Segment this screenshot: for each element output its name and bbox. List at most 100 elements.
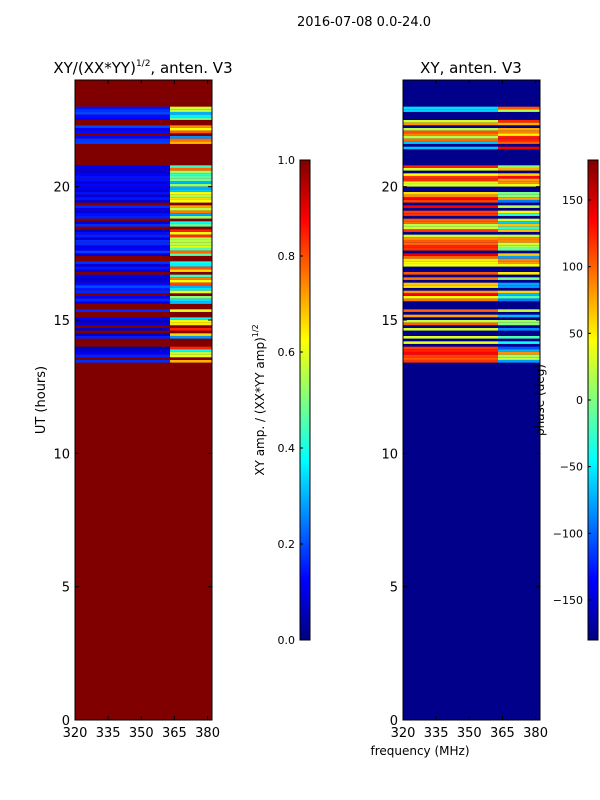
x-tick-label: 380: [195, 726, 220, 741]
heatmap-cell: [403, 261, 499, 264]
heatmap-cell: [75, 245, 171, 248]
heatmap-cell: [498, 224, 540, 227]
heatmap-cell: [170, 248, 212, 251]
heatmap-cell: [403, 136, 499, 139]
heatmap-cell: [498, 218, 540, 222]
heatmap-cell: [75, 248, 171, 251]
x-tick-label: 380: [523, 726, 548, 741]
heatmap-cell: [498, 237, 540, 240]
heatmap-cell: [403, 237, 499, 240]
heatmap-cell: [170, 282, 212, 286]
heatmap-cell: [403, 205, 499, 208]
heatmap-cell: [403, 357, 499, 360]
heatmap-cell: [170, 192, 212, 195]
heatmap-cell: [403, 146, 499, 150]
heatmap-cell: [170, 354, 212, 358]
heatmap-cell: [498, 328, 540, 331]
colorbar-tick-label: 0.0: [278, 634, 296, 647]
heatmap-cell: [498, 210, 540, 214]
heatmap-cell: [75, 136, 171, 139]
amplitude-heatmap-rows: [75, 106, 212, 363]
heatmap-cell: [170, 290, 212, 294]
heatmap-cell: [403, 336, 499, 339]
heatmap-cell: [75, 296, 171, 299]
heatmap-cell: [498, 261, 540, 264]
amplitude-colorbar-bar: [299, 159, 311, 641]
heatmap-cell: [170, 136, 212, 139]
amplitude-axes-ticks: 320 335 350 365 380 0 5 10 15 20: [53, 80, 220, 741]
heatmap-cell: [498, 136, 540, 139]
heatmap-cell: [498, 176, 540, 179]
heatmap-cell: [403, 138, 499, 142]
x-tick-label: 335: [96, 726, 121, 741]
heatmap-cell: [170, 181, 212, 184]
heatmap-cell: [403, 213, 499, 216]
x-tick-label: 350: [129, 726, 154, 741]
phase-title: XY, anten. V3: [420, 59, 522, 77]
heatmap-cell: [170, 346, 212, 350]
heatmap-cell: [498, 173, 540, 176]
heatmap-cell: [170, 213, 212, 216]
amplitude-colorbar-label: XY amp. / (XX*YY amp)1/2: [251, 324, 267, 475]
heatmap-cell: [403, 120, 499, 123]
heatmap-cell: [498, 184, 540, 187]
colorbar-tick-label: −50: [560, 461, 583, 474]
amplitude-panel: XY/(XX*YY)1/2, anten. V3 UT (hours) 320 3…: [34, 59, 233, 741]
heatmap-cell: [498, 200, 540, 203]
x-tick-label: 335: [424, 726, 449, 741]
heatmap-cell: [498, 120, 540, 123]
y-tick-label: 15: [381, 314, 398, 329]
heatmap-cell: [170, 170, 212, 174]
heatmap-cell: [498, 197, 540, 200]
heatmap-cell: [498, 240, 540, 243]
heatmap-cell: [75, 216, 171, 219]
heatmap-cell: [170, 269, 212, 272]
heatmap-cell: [403, 298, 499, 302]
heatmap-cell: [498, 285, 540, 288]
heatmap-cell: [75, 298, 171, 302]
amplitude-plot-frame: [74, 79, 213, 721]
heatmap-cell: [170, 210, 212, 214]
heatmap-cell: [403, 296, 499, 299]
heatmap-cell: [403, 168, 499, 171]
heatmap-cell: [170, 194, 212, 198]
heatmap-cell: [498, 109, 540, 112]
phase-colorbar: −150 −100 −50 0 50 100 150 phase (deg): [533, 159, 599, 641]
heatmap-cell: [498, 320, 540, 323]
heatmap-cell: [75, 261, 171, 264]
heatmap-cell: [403, 248, 499, 251]
heatmap-cell: [170, 333, 212, 336]
heatmap-cell: [75, 360, 171, 363]
heatmap-cell: [75, 176, 171, 179]
heatmap-cell: [170, 296, 212, 299]
heatmap-cell: [75, 333, 171, 336]
heatmap-cell: [170, 352, 212, 355]
heatmap-cell: [498, 245, 540, 248]
heatmap-cell: [75, 234, 171, 238]
heatmap-cell: [403, 194, 499, 198]
heatmap-cell: [498, 229, 540, 232]
heatmap-cell: [403, 229, 499, 232]
heatmap-cell: [75, 288, 171, 291]
heatmap-cell: [498, 256, 540, 259]
heatmap-cell: [75, 181, 171, 184]
x-tick-label: 320: [63, 726, 88, 741]
heatmap-cell: [498, 346, 540, 350]
heatmap-cell: [498, 253, 540, 256]
heatmap-cell: [170, 176, 212, 179]
heatmap-cell: [75, 266, 171, 270]
heatmap-cell: [170, 168, 212, 171]
y-tick-label: 20: [53, 181, 70, 196]
heatmap-cell: [170, 264, 212, 267]
heatmap-cell: [170, 240, 212, 243]
heatmap-cell: [403, 192, 499, 195]
heatmap-cell: [170, 245, 212, 248]
heatmap-cell: [403, 322, 499, 326]
heatmap-cell: [403, 240, 499, 243]
heatmap-cell: [170, 106, 212, 110]
heatmap-cell: [498, 349, 540, 352]
heatmap-cell: [498, 336, 540, 339]
heatmap-cell: [75, 290, 171, 294]
heatmap-cell: [170, 234, 212, 238]
